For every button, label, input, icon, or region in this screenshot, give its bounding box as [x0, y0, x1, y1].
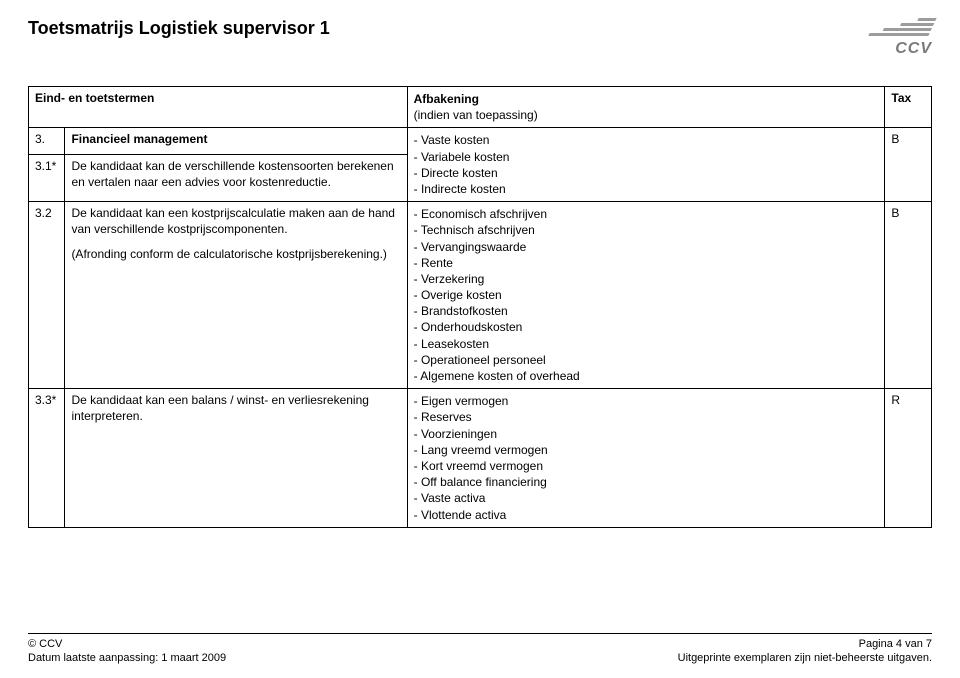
row-desc: De kandidaat kan een kostprijscalculatie… — [65, 202, 407, 389]
afb-item: Kort vreemd vermogen — [414, 458, 879, 474]
ccv-logo: CCV — [866, 18, 932, 58]
afb-item: Reserves — [414, 409, 879, 425]
toetsmatrijs-table: Eind- en toetstermen Afbakening (indien … — [28, 86, 932, 528]
row-tax: R — [885, 389, 932, 528]
afb-item: Vervangingswaarde — [414, 239, 879, 255]
afb-item: Vlottende activa — [414, 507, 879, 523]
section-num: 3. — [29, 128, 65, 155]
row-desc-text: De kandidaat kan een kostprijscalculatie… — [71, 206, 400, 237]
footer-note: Uitgeprinte exemplaren zijn niet-beheers… — [480, 652, 932, 664]
page-footer: © CCV Pagina 4 van 7 Datum laatste aanpa… — [28, 633, 932, 664]
afb-item: Overige kosten — [414, 287, 879, 303]
afb-item: Rente — [414, 255, 879, 271]
section-title: Financieel management — [65, 128, 407, 155]
afb-item: Algemene kosten of overhead — [414, 368, 879, 384]
afb-item: Onderhoudskosten — [414, 319, 879, 335]
afb-item: Indirecte kosten — [414, 181, 879, 197]
afb-item: Eigen vermogen — [414, 393, 879, 409]
afb-item: Economisch afschrijven — [414, 206, 879, 222]
row-afbakening: Eigen vermogen Reserves Voorzieningen La… — [407, 389, 885, 528]
logo-text: CCV — [895, 40, 932, 58]
table-header-row: Eind- en toetstermen Afbakening (indien … — [29, 87, 932, 128]
row-desc: De kandidaat kan de verschillende kosten… — [65, 155, 407, 202]
afb-item: Vaste kosten — [414, 132, 879, 148]
afb-item: Off balance financiering — [414, 474, 879, 490]
table-row: 3.2 De kandidaat kan een kostprijscalcul… — [29, 202, 932, 389]
doc-title: Toetsmatrijs Logistiek supervisor 1 — [28, 18, 330, 39]
afb-item: Technisch afschrijven — [414, 222, 879, 238]
footer-date: Datum laatste aanpassing: 1 maart 2009 — [28, 652, 480, 664]
afb-item: Vaste activa — [414, 490, 879, 506]
afb-item: Voorzieningen — [414, 426, 879, 442]
afb-item: Operationeel personeel — [414, 352, 879, 368]
afbakening-sublabel: (indien van toepassing) — [414, 108, 538, 122]
row-desc: De kandidaat kan een balans / winst- en … — [65, 389, 407, 528]
afb-item: Variabele kosten — [414, 149, 879, 165]
row-afbakening: Vaste kosten Variabele kosten Directe ko… — [407, 128, 885, 202]
afb-item: Directe kosten — [414, 165, 879, 181]
row-num: 3.3* — [29, 389, 65, 528]
row-afbakening: Economisch afschrijven Technisch afschri… — [407, 202, 885, 389]
footer-page-number: Pagina 4 van 7 — [480, 638, 932, 650]
row-desc-text: De kandidaat kan een balans / winst- en … — [71, 393, 400, 424]
col-header-afbakening: Afbakening (indien van toepassing) — [407, 87, 885, 128]
afb-item: Brandstofkosten — [414, 303, 879, 319]
row-tax: B — [885, 128, 932, 202]
row-desc-text: De kandidaat kan de verschillende kosten… — [71, 159, 400, 190]
row-tax: B — [885, 202, 932, 389]
row-num: 3.1* — [29, 155, 65, 202]
afbakening-label: Afbakening — [414, 92, 479, 106]
row-desc-text2: (Afronding conform de calculatorische ko… — [71, 247, 400, 263]
footer-copyright: © CCV — [28, 638, 480, 650]
col-header-eindtermen: Eind- en toetstermen — [29, 87, 408, 128]
table-row: 3.3* De kandidaat kan een balans / winst… — [29, 389, 932, 528]
afb-item: Lang vreemd vermogen — [414, 442, 879, 458]
section-row: 3. Financieel management Vaste kosten Va… — [29, 128, 932, 155]
row-num: 3.2 — [29, 202, 65, 389]
col-header-tax: Tax — [885, 87, 932, 128]
afb-item: Verzekering — [414, 271, 879, 287]
afb-item: Leasekosten — [414, 336, 879, 352]
